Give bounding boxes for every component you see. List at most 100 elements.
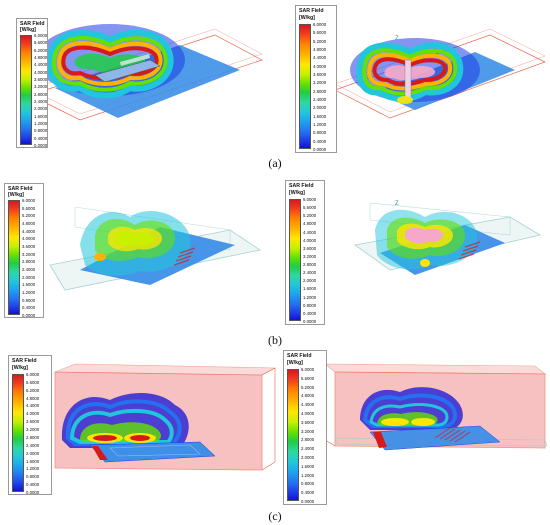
legend-tick-label: 4.4000 [303, 229, 317, 235]
legend-unit: [W/kg] [20, 27, 36, 33]
legend-tick-label: 0.0000 [26, 490, 40, 495]
legend-color-bar [20, 35, 32, 145]
legend-tick-label: 6.0000 [301, 367, 315, 372]
legend-tick-label: 3.6000 [303, 245, 317, 251]
legend-tick-label: 3.2000 [313, 80, 327, 86]
legend-unit: [W/kg] [299, 15, 315, 21]
legend-title: SAR Field [12, 358, 37, 364]
caption-a: (a) [268, 156, 282, 170]
legend-tick-label: 3.6000 [313, 72, 327, 77]
legend-tick-label: 3.6000 [34, 77, 48, 82]
legend-color-bar [12, 374, 24, 492]
legend-tick-label: 2.8000 [313, 88, 327, 94]
legend-unit: [W/kg] [8, 192, 24, 198]
legend-tick-label: 0.8000 [22, 297, 36, 303]
legend-tick-label: 1.2000 [301, 472, 315, 478]
legend-tick-label: 5.6000 [301, 375, 315, 381]
legend-tick-label: 2.0000 [303, 278, 317, 284]
z-axis-label-b: Z [395, 201, 399, 207]
legend-tick-label: 2.0000 [26, 450, 40, 456]
legend-tick-label: 0.4000 [313, 138, 327, 144]
legend-tick-label: 5.2000 [34, 47, 48, 53]
legend-tick-label: 5.2000 [22, 213, 36, 219]
legend-tick-label: 5.6000 [34, 40, 48, 46]
figure-panel-b-left: SAR Field [W/kg] 6.0000 5.6000 5.2000 4.800… [0, 175, 275, 325]
sar-legend: SAR Field [W/kg] 6.0000 5.6000 5.2000 4.800… [295, 5, 337, 153]
legend-tick-label: 2.8000 [303, 262, 317, 268]
legend-tick-label: 2.0000 [313, 105, 327, 111]
legend-tick-label: 5.6000 [313, 30, 327, 36]
legend-tick-label: 6.0000 [26, 372, 40, 377]
sar-distribution-c-left [54, 363, 277, 471]
sar-legend: SAR Field [W/kg] 6.0000 5.6000 5.2000 4.800… [283, 350, 327, 505]
legend-tick-label: 2.4000 [22, 267, 36, 272]
legend-tick-label: 3.6000 [22, 244, 36, 249]
sar-distribution-a-left [29, 24, 263, 121]
legend-tick-label: 2.8000 [22, 259, 36, 265]
z-axis-label-a: Z [395, 36, 399, 42]
legend-unit: [W/kg] [289, 190, 305, 196]
legend-tick-label: 1.2000 [34, 121, 48, 126]
figure-panel-a-right: Z SAR Field [W/kg] 6.0000 5.6000 5.2000 4.8… [275, 0, 550, 153]
sar-legend: SAR Field [W/kg] 6.0000 5.6000 5.2000 4.800… [8, 355, 52, 495]
legend-tick-label: 4.4000 [34, 62, 48, 68]
sar-distribution-b-right: Z [353, 201, 542, 275]
legend-unit: [W/kg] [287, 360, 303, 366]
legend-tick-label: 2.4000 [313, 97, 327, 102]
legend-tick-label: 0.8000 [313, 130, 327, 136]
caption-b: (b) [268, 333, 282, 347]
legend-unit: [W/kg] [12, 365, 28, 371]
legend-tick-label: 6.0000 [303, 197, 317, 202]
legend-tick-label: 0.0000 [303, 319, 317, 324]
legend-tick-label: 0.0000 [301, 499, 315, 504]
legend-tick-label: 4.0000 [34, 69, 48, 75]
legend-tick-label: 3.2000 [34, 84, 48, 90]
legend-color-bar [287, 369, 299, 501]
legend-tick-label: 0.8000 [301, 481, 315, 487]
legend-tick-label: 1.6000 [34, 113, 48, 119]
legend-tick-label: 2.4000 [301, 446, 315, 452]
legend-tick-label: 1.6000 [303, 286, 317, 292]
legend-tick-label: 3.2000 [22, 251, 36, 257]
legend-tick-label: 3.2000 [303, 253, 317, 259]
legend-tick-label: 4.4000 [26, 403, 40, 409]
sar-distribution-b-left [49, 206, 262, 291]
legend-tick-label: 4.0000 [26, 411, 40, 417]
legend-tick-label: 0.4000 [26, 482, 40, 488]
legend-color-bar [299, 24, 311, 149]
legend-tick-label: 4.0000 [313, 63, 327, 69]
legend-tick-label: 1.2000 [313, 122, 327, 127]
legend-tick-label: 4.8000 [22, 221, 36, 226]
legend-color-bar [289, 199, 301, 321]
sar-legend: SAR Field [W/kg] 6.0000 5.6000 5.2000 4.800… [285, 180, 325, 325]
legend-title: SAR Field [8, 186, 33, 192]
figure-panel-c-right: SAR Field [W/kg] 6.0000 5.6000 5.2000 4.800… [275, 350, 550, 505]
legend-color-bar [8, 200, 20, 315]
legend-tick-label: 4.0000 [22, 236, 36, 242]
figure-panel-a-left: SAR Field [W/kg] 6.0000 5.6000 5.2000 4.800… [0, 0, 275, 150]
legend-tick-label: 4.0000 [301, 411, 315, 416]
legend-tick-label: 4.8000 [313, 47, 327, 52]
legend-tick-label: 4.8000 [303, 221, 317, 227]
legend-tick-label: 3.2000 [26, 427, 40, 433]
legend-tick-label: 1.2000 [22, 290, 36, 295]
caption-c: (c) [268, 509, 282, 523]
legend-tick-label: 1.6000 [26, 458, 40, 464]
legend-tick-label: 1.6000 [313, 113, 327, 119]
legend-tick-label: 0.4000 [22, 305, 36, 311]
legend-tick-label: 0.4000 [303, 310, 317, 316]
legend-tick-label: 1.2000 [26, 466, 40, 472]
legend-tick-label: 2.8000 [26, 434, 40, 440]
legend-tick-label: 4.0000 [303, 237, 317, 243]
legend-tick-label: 5.2000 [26, 387, 40, 393]
legend-tick-label: 2.8000 [34, 91, 48, 97]
legend-tick-label: 1.6000 [22, 282, 36, 288]
legend-tick-label: 4.4000 [313, 55, 327, 61]
legend-tick-label: 4.8000 [26, 395, 40, 401]
legend-tick-label: 3.6000 [26, 419, 40, 425]
legend-title: SAR Field [289, 183, 314, 189]
sar-distribution-a-right: Z [334, 28, 546, 119]
legend-tick-label: 1.6000 [301, 463, 315, 469]
legend-tick-label: 0.0000 [22, 313, 36, 318]
legend-tick-label: 0.8000 [26, 474, 40, 480]
